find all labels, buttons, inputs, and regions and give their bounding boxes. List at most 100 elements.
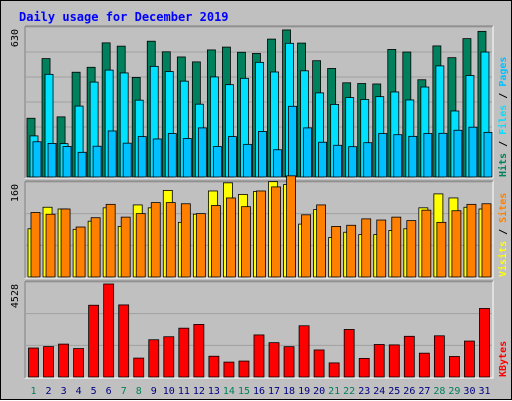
bar-sites-6 (105, 203, 116, 278)
bar-sites-11 (180, 203, 191, 278)
bar-kbytes-7 (118, 304, 130, 378)
bar-sites-21 (331, 226, 342, 278)
bar-sites-28 (436, 221, 447, 278)
legend-entry: / (498, 223, 509, 241)
bar-kbytes-16 (253, 334, 265, 378)
bar-sites-25 (391, 216, 402, 278)
bar-kbytes-25 (388, 344, 400, 378)
bar-kbytes-19 (298, 325, 310, 378)
bar-pages-1 (32, 141, 42, 178)
day-label-19: 19 (298, 386, 310, 397)
bar-kbytes-18 (283, 346, 295, 378)
bar-kbytes-1 (28, 347, 39, 378)
bar-pages-14 (228, 136, 237, 178)
day-label-29: 29 (448, 386, 460, 397)
day-label-31: 31 (478, 386, 490, 397)
bar-pages-16 (258, 131, 267, 178)
day-label-18: 18 (283, 386, 295, 397)
day-label-4: 4 (76, 386, 82, 397)
bar-pages-13 (212, 146, 222, 178)
bar-sites-14 (226, 197, 236, 278)
bar-pages-22 (348, 146, 358, 178)
bar-sites-4 (75, 226, 86, 278)
legend-entry: KBytes (498, 341, 509, 377)
bar-pages-28 (438, 132, 448, 178)
day-label-26: 26 (403, 386, 415, 397)
bar-sites-17 (271, 186, 281, 278)
bar-sites-19 (301, 214, 311, 278)
bar-pages-8 (137, 136, 147, 178)
legend-entry: Visits (497, 241, 509, 277)
bar-kbytes-3 (58, 343, 69, 378)
bar-sites-10 (165, 202, 176, 278)
legend-entry: / (498, 87, 509, 105)
bar-pages-29 (453, 129, 463, 178)
bar-kbytes-10 (163, 336, 175, 378)
day-label-30: 30 (463, 386, 475, 397)
day-label-17: 17 (268, 386, 280, 397)
day-label-3: 3 (61, 386, 67, 397)
day-label-11: 11 (178, 386, 190, 397)
day-label-16: 16 (253, 386, 265, 397)
bar-kbytes-27 (418, 352, 430, 378)
day-label-12: 12 (193, 386, 205, 397)
bar-pages-6 (107, 130, 117, 178)
day-label-7: 7 (121, 386, 127, 397)
bar-pages-31 (483, 131, 493, 178)
chart-title: Daily usage for December 2019 (19, 10, 229, 24)
bar-kbytes-31 (479, 308, 490, 378)
bar-sites-18 (286, 175, 296, 278)
bar-pages-25 (393, 134, 403, 178)
day-label-1: 1 (31, 386, 37, 397)
bar-sites-27 (421, 209, 432, 278)
bar-pages-4 (77, 151, 87, 178)
bar-sites-20 (316, 204, 327, 278)
bar-kbytes-20 (313, 349, 325, 378)
bar-sites-5 (90, 217, 101, 278)
bar-kbytes-14 (223, 361, 235, 378)
legend-entry: Hits (497, 153, 509, 177)
legend-entry: Files (497, 105, 509, 135)
bar-pages-11 (182, 138, 192, 178)
bar-kbytes-5 (88, 304, 100, 378)
bar-sites-9 (150, 202, 161, 278)
day-label-10: 10 (163, 386, 175, 397)
bar-kbytes-12 (193, 324, 205, 378)
panel-2-legend: KBytes (498, 341, 509, 377)
day-label-24: 24 (373, 386, 385, 397)
bar-pages-30 (468, 126, 478, 178)
bar-kbytes-17 (268, 342, 280, 378)
bar-sites-2 (45, 213, 56, 278)
bar-sites-13 (210, 205, 221, 278)
panel-2-max-label: 4528 (10, 284, 21, 308)
bar-sites-7 (120, 216, 131, 278)
bar-sites-30 (466, 203, 477, 278)
panel-1-legend: Visits / Sites (497, 193, 509, 277)
bar-pages-3 (62, 146, 72, 178)
bar-kbytes-4 (73, 348, 84, 378)
bar-pages-10 (167, 133, 177, 178)
bar-pages-9 (152, 138, 162, 178)
bar-pages-21 (333, 144, 343, 178)
bar-pages-18 (288, 105, 297, 178)
bar-pages-26 (408, 135, 418, 178)
day-label-8: 8 (136, 386, 142, 397)
bar-kbytes-28 (433, 335, 445, 378)
bar-pages-2 (47, 143, 57, 178)
day-label-25: 25 (388, 386, 400, 397)
bar-pages-12 (197, 127, 207, 178)
day-label-9: 9 (151, 386, 157, 397)
bar-kbytes-15 (238, 360, 250, 378)
bar-sites-22 (346, 224, 357, 278)
bar-kbytes-11 (178, 327, 190, 378)
bar-kbytes-23 (358, 357, 370, 378)
day-label-5: 5 (91, 386, 97, 397)
bar-pages-27 (423, 133, 433, 178)
day-label-2: 2 (46, 386, 52, 397)
bar-pages-23 (363, 142, 373, 178)
bar-kbytes-22 (343, 329, 355, 378)
panel-0-legend: Hits / Files / Pages (497, 57, 509, 177)
bar-sites-8 (135, 213, 146, 278)
